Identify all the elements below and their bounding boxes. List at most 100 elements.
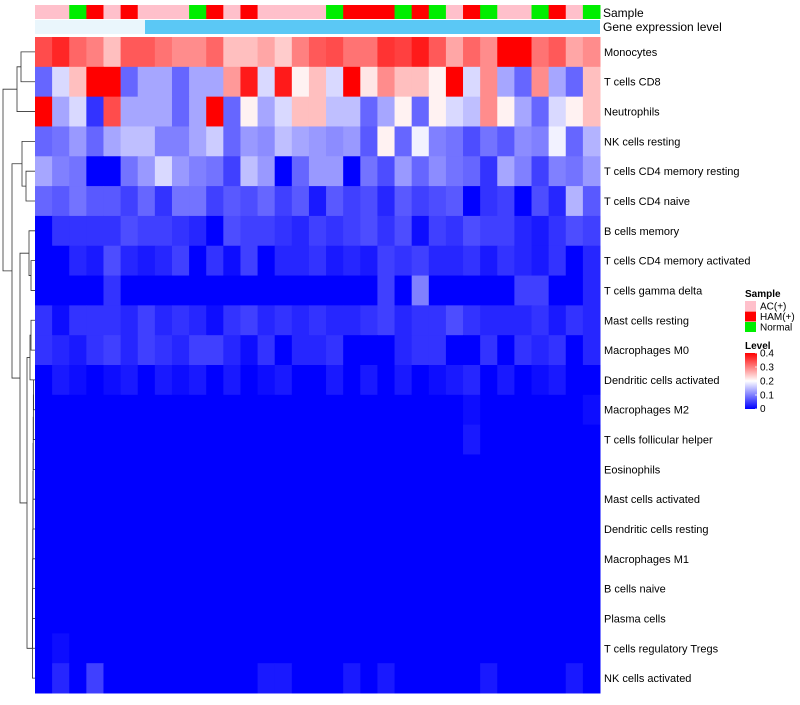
heatmap-cell — [514, 365, 533, 396]
expression-annotation-light-segment — [35, 20, 145, 34]
heatmap-cell — [52, 603, 70, 634]
sample-annotation-cell — [35, 5, 53, 19]
heatmap-cell — [428, 305, 447, 336]
heatmap-cell — [308, 96, 327, 127]
heatmap-cell — [291, 424, 310, 455]
heatmap-cell — [223, 484, 241, 515]
heatmap-cell — [531, 454, 550, 485]
heatmap-cell — [171, 424, 190, 455]
heatmap-cell — [411, 454, 430, 485]
heatmap-cell — [394, 275, 413, 306]
heatmap-cell — [274, 603, 293, 634]
heatmap-cell — [377, 335, 396, 366]
heatmap-cell — [428, 603, 447, 634]
heatmap-cell — [394, 603, 413, 634]
row-label: Neutrophils — [604, 107, 660, 119]
sample-annotation-cell — [137, 5, 156, 19]
dendrogram-link — [32, 470, 35, 530]
heatmap-cell — [120, 156, 139, 187]
heatmap-cell — [274, 543, 293, 575]
heatmap-cell — [35, 454, 53, 485]
heatmap-cell — [565, 394, 584, 426]
heatmap-cell — [35, 66, 53, 98]
heatmap-cell — [480, 186, 498, 217]
row-label: Macrophages M0 — [604, 345, 689, 357]
heatmap-cell — [497, 245, 515, 277]
heatmap-cell — [548, 126, 567, 157]
heatmap-cell — [223, 186, 241, 217]
heatmap-cell — [274, 186, 293, 217]
heatmap-cell — [411, 514, 430, 545]
heatmap-cell — [171, 66, 190, 98]
heatmap-cell — [326, 156, 344, 187]
heatmap-cell — [428, 454, 447, 485]
heatmap-cell — [548, 484, 567, 515]
heatmap-cell — [120, 514, 139, 545]
heatmap-cell — [497, 215, 515, 247]
sample-annotation-cell — [154, 5, 173, 19]
heatmap-cell — [548, 37, 567, 68]
heatmap-cell — [240, 603, 259, 634]
sample-annotation-cell — [445, 5, 464, 19]
sample-annotation-cell — [257, 5, 276, 19]
heatmap-cell — [343, 663, 361, 694]
heatmap-cell — [171, 275, 190, 306]
heatmap-cell — [343, 156, 361, 187]
heatmap-cell — [154, 126, 173, 157]
heatmap-cell — [360, 156, 378, 187]
heatmap-cell — [445, 186, 464, 217]
heatmap-cell — [582, 514, 601, 545]
heatmap-cell — [360, 663, 378, 694]
heatmap-cell — [308, 394, 327, 426]
sample-annotation-cell — [52, 5, 70, 19]
heatmap-cell — [428, 275, 447, 306]
heatmap-cell — [137, 484, 156, 515]
heatmap-cell — [463, 633, 481, 664]
heatmap-cell — [52, 394, 70, 426]
heatmap-cell — [223, 633, 241, 664]
heatmap-cell — [257, 96, 276, 127]
heatmap-cell — [171, 305, 190, 336]
heatmap-cell — [69, 335, 87, 366]
heatmap-cell — [137, 394, 156, 426]
row-dendrogram — [2, 51, 35, 679]
heatmap-cell — [326, 215, 344, 247]
heatmap-cell — [565, 275, 584, 306]
heatmap-cell — [531, 37, 550, 68]
heatmap-cell — [103, 126, 122, 157]
heatmap-cell — [103, 156, 122, 187]
heatmap-cell — [497, 156, 515, 187]
heatmap-cell — [394, 126, 413, 157]
heatmap-cell — [463, 215, 481, 247]
heatmap-cell — [360, 96, 378, 127]
heatmap-cell — [582, 186, 601, 217]
heatmap-cell — [240, 245, 259, 277]
heatmap-cell — [257, 663, 276, 694]
heatmap-cell — [189, 186, 207, 217]
heatmap-cell — [360, 275, 378, 306]
heatmap-cell — [326, 305, 344, 336]
sample-annotation-cell — [360, 5, 378, 19]
heatmap-cell — [257, 37, 276, 68]
heatmap-cell — [565, 484, 584, 515]
heatmap-cell — [189, 663, 207, 694]
heatmap-cell — [531, 484, 550, 515]
heatmap-cell — [223, 663, 241, 694]
heatmap-cell — [514, 484, 533, 515]
heatmap-cell — [308, 215, 327, 247]
heatmap-cell — [274, 573, 293, 605]
heatmap-cell — [377, 663, 396, 694]
heatmap-cell — [308, 305, 327, 336]
heatmap-cell — [463, 394, 481, 426]
heatmap-cell — [308, 573, 327, 605]
heatmap-cell — [531, 514, 550, 545]
heatmap-cell — [52, 514, 70, 545]
heatmap-cell — [531, 573, 550, 605]
heatmap-cell — [565, 96, 584, 127]
row-label: T cells CD4 memory resting — [604, 166, 740, 178]
heatmap-cell — [137, 335, 156, 366]
heatmap-cell — [120, 663, 139, 694]
heatmap-cell — [497, 484, 515, 515]
heatmap-cell — [103, 275, 122, 306]
heatmap-cell — [582, 96, 601, 127]
